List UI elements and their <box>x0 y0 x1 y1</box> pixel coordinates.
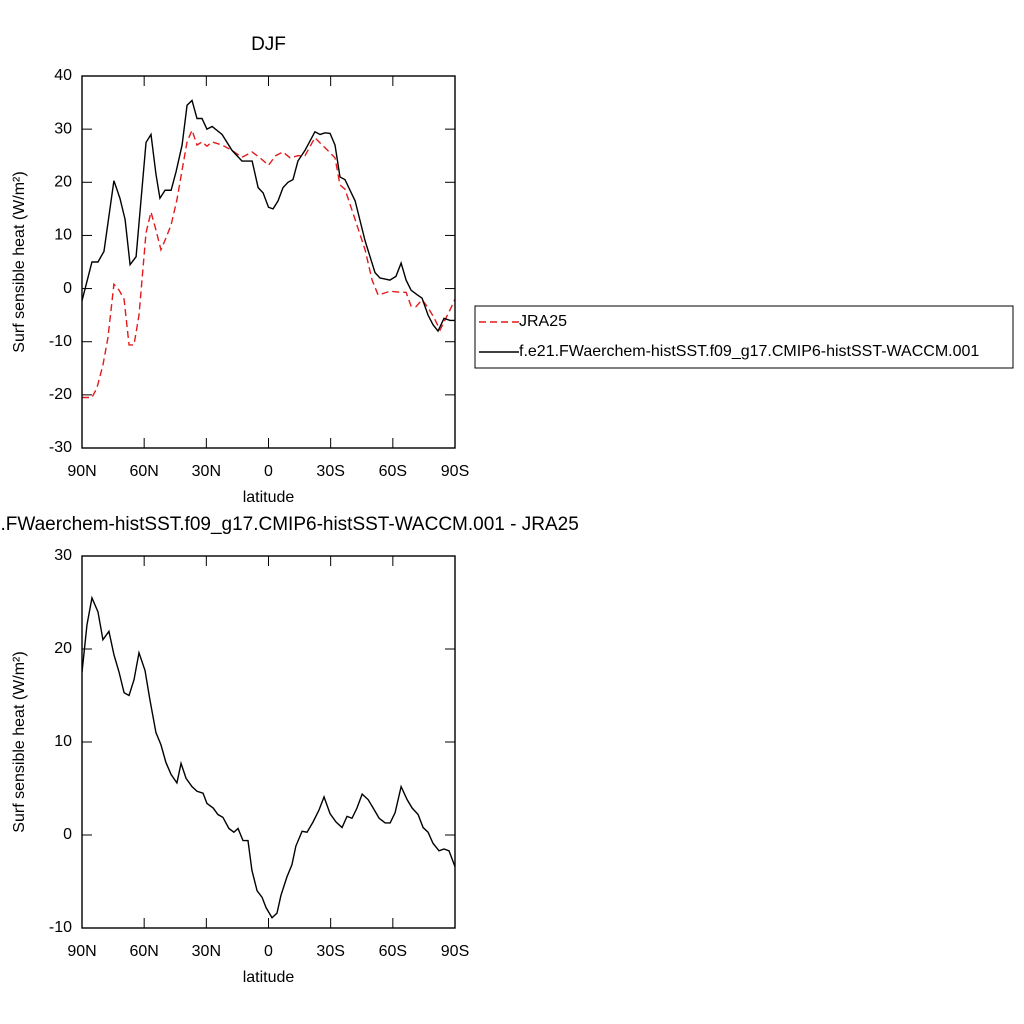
y-axis-label: Surf sensible heat (W/m²) <box>11 651 28 832</box>
y-tick-label: 0 <box>63 280 72 297</box>
y-tick-label: 20 <box>54 174 72 191</box>
y-tick-label: -20 <box>49 386 72 403</box>
y-tick-label: 40 <box>54 67 72 84</box>
y-tick-label: 0 <box>63 826 72 843</box>
y-tick-label: 30 <box>54 120 72 137</box>
x-tick-label: 60S <box>379 463 407 480</box>
y-tick-label: 20 <box>54 640 72 657</box>
x-tick-label: 30N <box>192 463 221 480</box>
plot-frame <box>81 75 456 449</box>
x-tick-label: 60N <box>129 463 158 480</box>
x-axis-label: latitude <box>243 489 295 506</box>
plot-frame <box>81 555 456 929</box>
y-tick-label: -10 <box>49 919 72 936</box>
x-tick-label: 90S <box>441 943 469 960</box>
data-line <box>82 128 455 399</box>
legend-box <box>474 305 1014 369</box>
x-axis-label: latitude <box>243 969 295 986</box>
chart-title: DJF <box>251 34 286 55</box>
x-tick-label: 60S <box>379 943 407 960</box>
x-tick-label: 0 <box>264 943 273 960</box>
data-line <box>82 99 455 333</box>
x-tick-label: 90N <box>67 943 96 960</box>
y-tick-label: -30 <box>49 439 72 456</box>
chart-title: f.e21.FWaerchem-histSST.f09_g17.CMIP6-hi… <box>0 514 579 535</box>
y-tick-label: 10 <box>54 227 72 244</box>
data-line <box>82 595 455 919</box>
y-axis-label: Surf sensible heat (W/m²) <box>11 171 28 352</box>
x-tick-label: 0 <box>264 463 273 480</box>
x-tick-label: 30S <box>316 943 344 960</box>
x-tick-label: 30N <box>192 943 221 960</box>
y-tick-label: 10 <box>54 733 72 750</box>
legend-label: JRA25 <box>519 313 567 330</box>
x-tick-label: 30S <box>316 463 344 480</box>
x-tick-label: 90S <box>441 463 469 480</box>
legend-label: f.e21.FWaerchem-histSST.f09_g17.CMIP6-hi… <box>519 343 979 360</box>
x-tick-label: 60N <box>129 943 158 960</box>
x-tick-label: 90N <box>67 463 96 480</box>
y-tick-label: 30 <box>54 547 72 564</box>
y-tick-label: -10 <box>49 333 72 350</box>
